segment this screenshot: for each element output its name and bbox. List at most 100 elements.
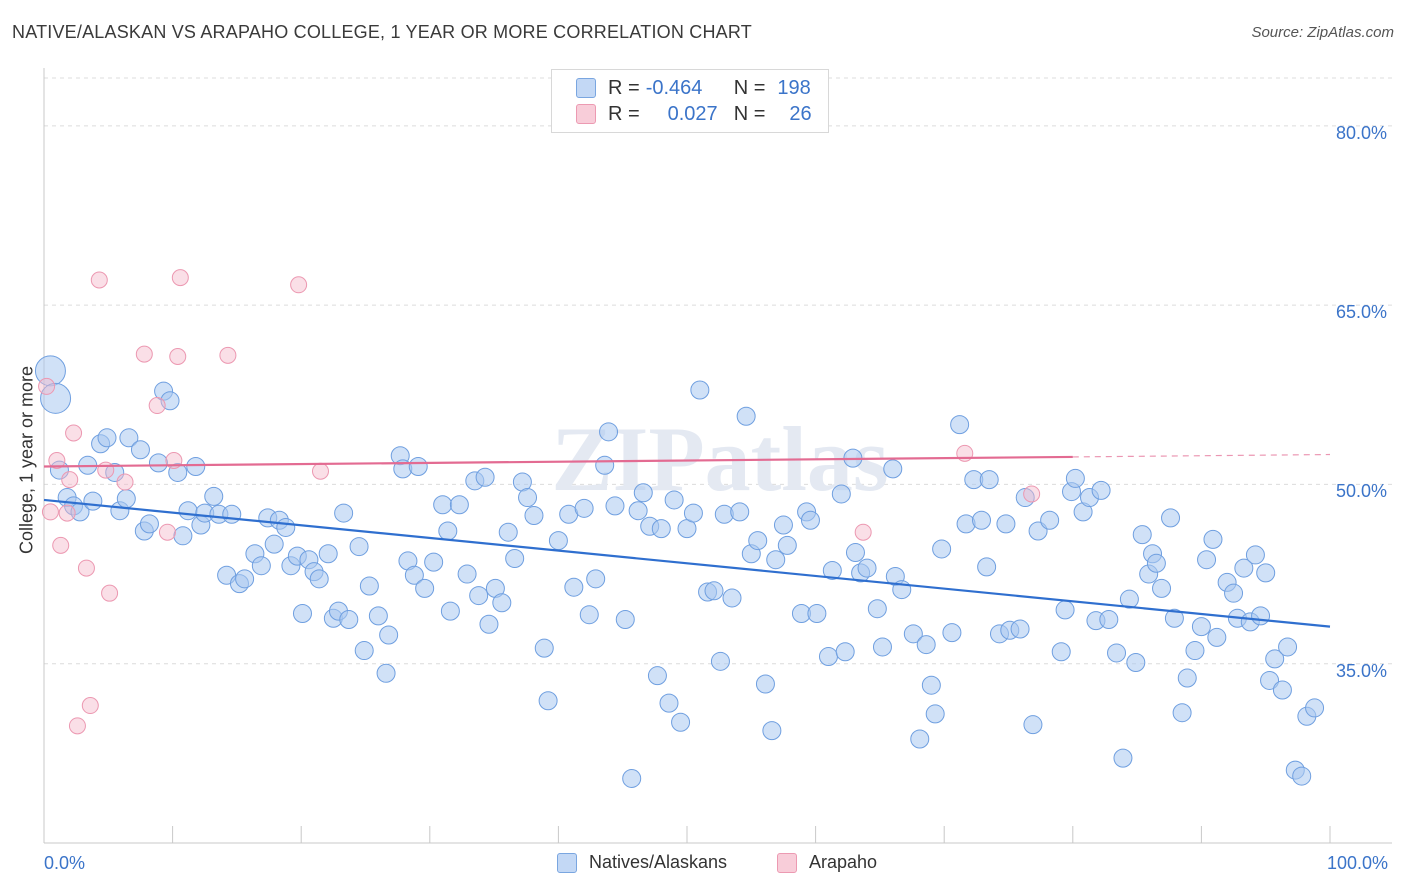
y-axis-label: College, 1 year or more xyxy=(16,365,37,555)
point-natives xyxy=(292,604,312,623)
point-natives xyxy=(524,505,544,525)
point-natives xyxy=(538,691,558,711)
point-natives xyxy=(186,456,206,476)
point-natives xyxy=(379,625,399,645)
point-natives xyxy=(1040,510,1060,530)
point-natives xyxy=(368,606,388,626)
point-natives xyxy=(1132,525,1152,545)
point-natives xyxy=(996,514,1016,534)
point-natives xyxy=(755,674,775,694)
point-natives xyxy=(932,539,952,559)
legend-n-label: N = xyxy=(733,102,766,125)
point-natives xyxy=(479,614,499,634)
point-arapaho xyxy=(68,717,86,735)
point-natives xyxy=(1197,550,1217,570)
legend-n-value: 198 xyxy=(777,76,811,99)
point-natives xyxy=(1113,748,1133,768)
point-natives xyxy=(415,578,435,598)
point-natives xyxy=(1091,480,1111,500)
point-natives xyxy=(424,552,444,572)
point-natives xyxy=(1177,668,1197,688)
y-tick-label: 65.0% xyxy=(1336,302,1388,323)
point-arapaho xyxy=(65,424,83,442)
point-arapaho xyxy=(169,348,187,366)
bottom-legend-arapaho: Arapaho xyxy=(777,852,877,873)
point-natives xyxy=(222,504,242,524)
point-natives xyxy=(818,647,838,667)
source-label: Source: ZipAtlas.com xyxy=(1251,24,1394,41)
point-arapaho xyxy=(48,452,66,469)
point-natives xyxy=(1051,642,1071,662)
bottom-legend-label-natives: Natives/Alaskans xyxy=(589,852,728,872)
point-natives xyxy=(831,484,851,504)
point-natives xyxy=(977,557,997,577)
legend-n-label: N = xyxy=(733,76,766,99)
point-natives xyxy=(748,531,768,551)
point-natives xyxy=(872,637,892,657)
point-natives xyxy=(251,556,271,576)
point-natives xyxy=(1146,553,1166,573)
point-natives xyxy=(903,624,923,644)
point-natives xyxy=(469,586,489,606)
bottom-legend-natives: Natives/Alaskans xyxy=(557,852,727,873)
chart-title: NATIVE/ALASKAN VS ARAPAHO COLLEGE, 1 YEA… xyxy=(12,22,752,42)
point-arapaho xyxy=(41,503,59,521)
point-natives xyxy=(942,623,962,643)
point-arapaho xyxy=(101,584,119,602)
legend-swatch-arapaho xyxy=(576,104,596,124)
point-natives xyxy=(722,588,742,608)
point-natives xyxy=(168,462,188,482)
point-natives xyxy=(276,517,296,537)
point-natives xyxy=(807,604,827,623)
point-natives xyxy=(498,522,518,542)
point-natives xyxy=(921,675,941,695)
point-natives xyxy=(1191,617,1211,637)
series-natives-alaskans xyxy=(34,355,1325,788)
point-arapaho xyxy=(148,397,166,415)
point-natives xyxy=(736,406,756,426)
x-tick-label-min: 0.0% xyxy=(44,853,86,873)
point-natives xyxy=(1224,583,1244,603)
point-natives xyxy=(800,510,820,530)
point-arapaho xyxy=(116,473,134,491)
point-natives xyxy=(116,489,136,509)
point-natives xyxy=(1099,609,1119,629)
point-natives xyxy=(1185,641,1205,661)
legend-r-value: 0.027 xyxy=(667,102,718,125)
y-tick-label: 80.0% xyxy=(1336,122,1388,143)
point-natives xyxy=(690,380,710,400)
point-natives xyxy=(1065,468,1085,488)
point-natives xyxy=(1203,529,1223,549)
point-arapaho xyxy=(61,471,79,489)
point-natives xyxy=(633,483,653,503)
point-arapaho xyxy=(52,536,70,554)
point-natives xyxy=(376,663,396,683)
point-natives xyxy=(1256,563,1276,583)
point-natives xyxy=(457,564,477,584)
point-natives xyxy=(518,488,538,508)
point-natives xyxy=(664,490,684,510)
point-natives xyxy=(492,593,512,613)
point-natives xyxy=(349,537,369,557)
point-natives xyxy=(1305,698,1325,718)
point-natives xyxy=(762,721,782,741)
point-natives xyxy=(910,729,930,749)
point-arapaho xyxy=(290,276,308,294)
point-natives xyxy=(599,422,619,442)
axes xyxy=(43,68,1392,844)
point-natives xyxy=(628,501,648,521)
point-natives xyxy=(359,576,379,596)
point-natives xyxy=(1260,670,1280,690)
legend-row-arapaho: R = 0.027 N = 26 xyxy=(576,102,812,126)
point-arapaho xyxy=(81,697,99,715)
point-natives xyxy=(835,642,855,662)
point-natives xyxy=(1107,643,1127,663)
point-natives xyxy=(505,549,525,569)
point-natives xyxy=(40,382,72,414)
point-natives xyxy=(309,569,329,589)
point-arapaho xyxy=(854,523,872,541)
point-natives xyxy=(440,601,460,621)
point-natives xyxy=(433,495,453,515)
legend-r-value: -0.464 xyxy=(645,76,703,99)
